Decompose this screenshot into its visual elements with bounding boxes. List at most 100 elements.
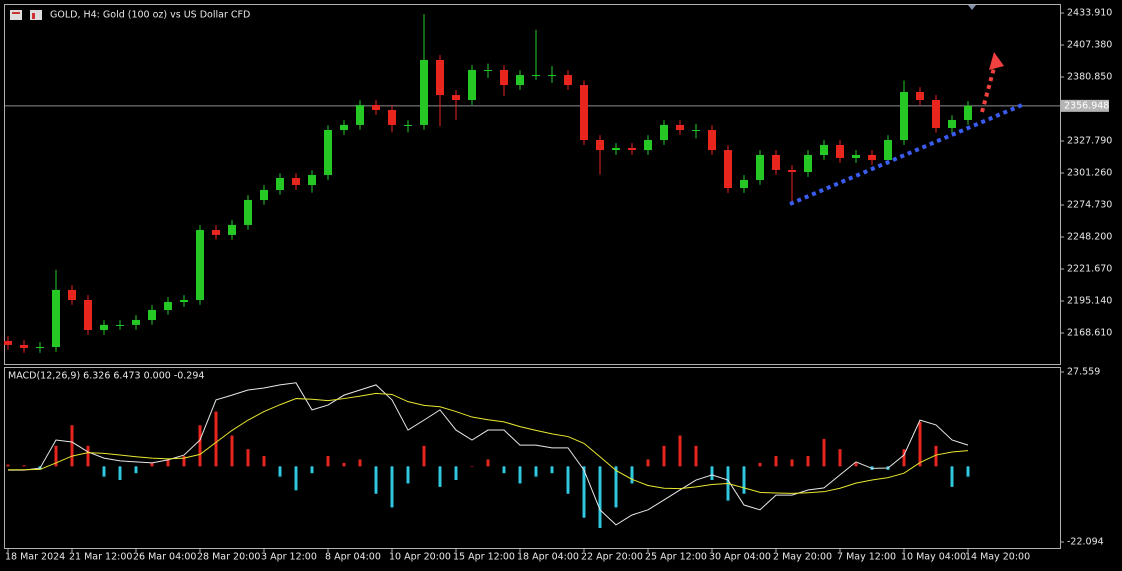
histogram-bar: [310, 466, 314, 474]
histogram-bar: [390, 466, 394, 508]
y-tick-label: 2433.910: [1067, 8, 1112, 19]
y-tick-label: 2380.850: [1067, 72, 1112, 83]
histogram-bar: [790, 459, 794, 467]
histogram-bar: [614, 466, 618, 508]
histogram-bar: [534, 466, 538, 477]
candle-body: [276, 178, 284, 190]
candle-body: [532, 75, 540, 77]
candle-body: [388, 110, 396, 125]
histogram-bar: [230, 435, 234, 467]
candle-body: [260, 189, 268, 200]
histogram-bar: [758, 462, 762, 467]
histogram-bar: [22, 465, 26, 467]
candle-body: [884, 140, 892, 161]
histogram-bar: [406, 466, 410, 484]
icon: [12, 12, 20, 14]
candle-body: [948, 120, 956, 128]
histogram-bar: [214, 411, 218, 467]
candle-body: [228, 224, 236, 235]
y-tick-label: 2248.200: [1067, 232, 1112, 243]
candle-body: [20, 344, 28, 348]
candle-body: [916, 92, 924, 100]
candle-body: [724, 150, 732, 189]
y-tick-label: 2274.730: [1067, 200, 1112, 211]
x-tick-label: 8 Apr 04:00: [325, 552, 381, 563]
candle-body: [100, 324, 108, 330]
x-tick-label: 2 May 20:00: [773, 552, 832, 563]
last-price-box: [1061, 99, 1109, 112]
histogram-bar: [166, 459, 170, 467]
candle-body: [52, 289, 60, 347]
histogram-bar: [742, 466, 746, 494]
candle-body: [852, 154, 860, 159]
candle-body: [148, 309, 156, 320]
y-tick-label: 2301.260: [1067, 168, 1112, 179]
y-tick-label: 2327.790: [1067, 136, 1112, 147]
x-tick-label: 22 Apr 20:00: [581, 552, 643, 563]
histogram-bar: [262, 456, 266, 467]
price-panel-frame: [4, 4, 1061, 365]
histogram-bar: [806, 456, 810, 467]
x-tick-label: 18 Mar 2024: [5, 552, 65, 563]
candle-body: [436, 59, 444, 96]
candle-body: [116, 324, 124, 326]
candle-body: [516, 75, 524, 86]
histogram-bar: [902, 449, 906, 467]
histogram-bar: [326, 456, 330, 467]
macd-line: [8, 382, 969, 526]
histogram-bar: [710, 466, 714, 481]
candle-body: [164, 302, 172, 310]
candle-body: [788, 169, 796, 172]
x-tick-label: 10 May 04:00: [901, 552, 966, 563]
candle-body: [84, 299, 92, 330]
signal-line: [8, 392, 969, 494]
candle-body: [500, 69, 508, 86]
candle-body: [836, 144, 844, 159]
x-tick-label: 25 Apr 12:00: [645, 552, 707, 563]
histogram-bar: [662, 445, 666, 467]
histogram-bar: [198, 425, 202, 467]
x-tick-label: 21 Mar 12:00: [69, 552, 132, 563]
candle-body: [740, 179, 748, 189]
candle-body: [932, 100, 940, 128]
y-tick-label: 2221.670: [1067, 264, 1112, 275]
candle-body: [804, 154, 812, 172]
histogram-bar: [502, 466, 506, 474]
x-tick-label: 7 May 12:00: [837, 552, 896, 563]
candle-body: [356, 105, 364, 125]
histogram-bar: [950, 466, 954, 487]
last-price-label: 2356.948: [1064, 100, 1109, 111]
arrow-head: [989, 52, 1004, 70]
header-icons: [10, 10, 42, 20]
candle-body: [756, 154, 764, 180]
histogram-bar: [470, 466, 474, 467]
x-tick-label: 10 Apr 20:00: [389, 552, 451, 563]
histogram-bar: [70, 425, 74, 467]
x-tick-label: 26 Mar 04:00: [133, 552, 196, 563]
histogram-bar: [934, 445, 938, 467]
candle-body: [660, 124, 668, 141]
candle-body: [292, 178, 300, 186]
candle-body: [468, 69, 476, 100]
icon: [30, 10, 42, 20]
histogram-bar: [518, 466, 522, 484]
chart-title: GOLD, H4: Gold (100 oz) vs US Dollar CFD: [50, 10, 250, 21]
histogram-bar: [582, 466, 586, 518]
histogram-bar: [486, 459, 490, 467]
icon: [10, 10, 22, 20]
histogram-bar: [838, 449, 842, 467]
candle-body: [340, 124, 348, 131]
candle-body: [820, 144, 828, 155]
x-tick-label: 30 Apr 04:00: [709, 552, 771, 563]
histogram-bar: [54, 445, 58, 467]
histogram-bar: [966, 466, 970, 477]
histogram-bar: [422, 445, 426, 467]
candle-body: [676, 124, 684, 131]
histogram-bar: [438, 466, 442, 487]
y-tick-label: 27.559: [1067, 367, 1100, 378]
histogram-bar: [598, 466, 602, 528]
candle-body: [596, 140, 604, 151]
icon: [32, 13, 35, 19]
